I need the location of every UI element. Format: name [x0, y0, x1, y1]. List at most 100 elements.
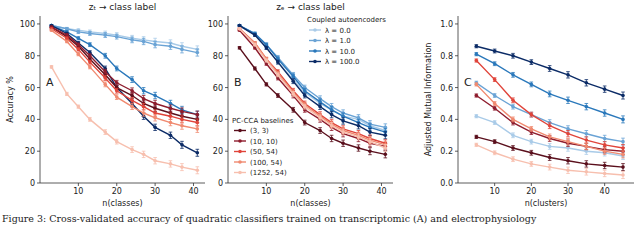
error-bar	[103, 82, 107, 87]
marker	[318, 116, 322, 120]
marker	[566, 73, 570, 77]
error-bar	[196, 167, 200, 174]
marker	[511, 105, 515, 109]
marker	[291, 79, 295, 83]
marker	[130, 89, 134, 93]
error-bar	[265, 59, 269, 62]
error-bar	[603, 135, 607, 141]
marker	[475, 44, 479, 48]
error-bar	[621, 164, 625, 171]
error-bar	[566, 97, 570, 103]
marker	[384, 146, 388, 150]
x-tick-label: 20	[300, 187, 310, 196]
marker	[357, 135, 361, 139]
error-bar	[153, 100, 157, 106]
x-tick-label: 40	[188, 187, 198, 196]
marker	[169, 162, 173, 166]
error-bar	[88, 32, 92, 36]
error-bar	[196, 49, 200, 56]
error-bar	[291, 92, 295, 97]
y-tick	[455, 119, 458, 120]
error-bar	[142, 38, 146, 44]
error-bar	[585, 103, 589, 109]
error-bar	[548, 136, 552, 142]
marker	[511, 157, 515, 161]
error-bar	[341, 140, 345, 146]
legend-label: (1252, 54)	[250, 169, 287, 177]
marker	[169, 106, 173, 110]
title: zₜ → class label	[89, 2, 157, 12]
error-bar	[180, 116, 184, 123]
x-tick	[604, 183, 605, 186]
marker	[130, 148, 134, 152]
marker	[115, 81, 119, 85]
error-bar	[103, 76, 107, 81]
title: zₑ → class label	[276, 2, 345, 12]
x-axis	[458, 183, 634, 184]
y-tick	[225, 23, 228, 24]
marker	[238, 27, 242, 31]
marker	[475, 114, 479, 118]
marker	[65, 27, 69, 31]
error-bar	[318, 115, 322, 121]
error-bar	[238, 47, 242, 50]
marker	[530, 162, 534, 166]
marker	[621, 153, 625, 157]
marker	[103, 54, 107, 58]
error-bar	[130, 37, 134, 43]
marker	[115, 35, 119, 39]
marker	[153, 116, 157, 120]
legend: Coupled autoencodersλ = 0.0λ = 1.0λ = 10…	[307, 16, 386, 66]
marker	[475, 135, 479, 139]
error-bar	[548, 123, 552, 129]
x-tick-label: 30	[150, 187, 160, 196]
marker	[493, 78, 497, 82]
error-bar	[65, 92, 69, 95]
error-bar	[253, 34, 257, 37]
error-bar	[511, 157, 515, 162]
error-bar	[585, 131, 589, 137]
marker	[566, 98, 570, 102]
error-bar	[180, 122, 184, 129]
marker	[585, 170, 589, 174]
y-tick-label: 100	[20, 20, 35, 29]
error-bar	[153, 124, 157, 130]
error-bar	[475, 115, 479, 118]
legend-label: λ = 100.0	[325, 58, 360, 66]
error-bar	[291, 79, 295, 84]
error-bar	[511, 98, 515, 103]
error-bar	[585, 143, 589, 149]
error-bar	[368, 137, 372, 144]
marker	[77, 52, 81, 56]
x-label: n(classes)	[290, 199, 330, 208]
series	[50, 65, 199, 174]
y-tick-label: 20	[25, 147, 35, 156]
marker	[196, 113, 200, 117]
marker	[511, 118, 515, 122]
error-bar	[169, 113, 173, 119]
x-tick	[343, 183, 344, 186]
marker	[493, 106, 497, 110]
line	[476, 54, 623, 119]
error-bar	[115, 66, 119, 71]
marker	[276, 73, 280, 77]
legend-label: (10, 10)	[250, 138, 278, 146]
legend: PC-CCA baselines(3, 3)(10, 10)(50, 54)(1…	[232, 117, 294, 178]
error-bar	[511, 72, 515, 77]
marker	[530, 83, 534, 87]
marker	[153, 94, 157, 98]
error-bar	[621, 172, 625, 179]
marker	[585, 145, 589, 149]
error-bar	[548, 144, 552, 150]
y-tick	[37, 183, 40, 184]
error-bar	[530, 82, 534, 87]
error-bar	[530, 162, 534, 167]
marker	[511, 54, 515, 58]
series	[475, 83, 625, 158]
error-bar	[153, 41, 157, 47]
marker	[603, 111, 607, 115]
legend-label: (50, 54)	[250, 148, 278, 156]
marker	[65, 92, 69, 96]
marker	[603, 172, 607, 176]
panel-label: A	[46, 76, 54, 89]
